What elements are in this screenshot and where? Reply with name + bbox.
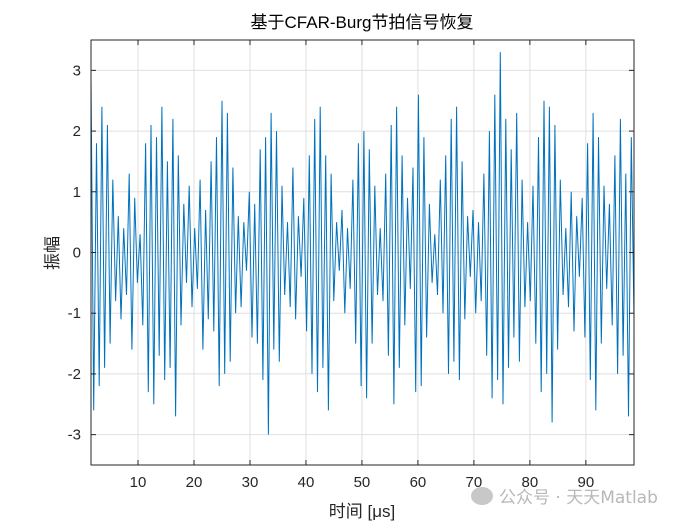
y-tick-label: 2 bbox=[73, 123, 81, 140]
x-tick-label: 90 bbox=[578, 474, 595, 491]
series bbox=[90, 52, 635, 435]
x-tick-label: 50 bbox=[354, 474, 371, 491]
x-axis-label: 时间 [μs] bbox=[329, 502, 395, 521]
grid bbox=[91, 40, 634, 465]
watermark-text: 公众号 · 天天Matlab bbox=[499, 488, 658, 508]
wechat-icon bbox=[471, 486, 493, 505]
x-tick-label: 20 bbox=[186, 474, 203, 491]
signal-line bbox=[90, 52, 635, 435]
y-axis-label: 振幅 bbox=[43, 236, 62, 270]
y-tick-label: -1 bbox=[68, 305, 81, 322]
x-tick-label: 10 bbox=[130, 474, 147, 491]
y-tick-label: -2 bbox=[68, 366, 81, 383]
y-tick-label: 3 bbox=[73, 62, 81, 79]
x-tick-label: 60 bbox=[410, 474, 427, 491]
x-tick-label: 80 bbox=[522, 474, 539, 491]
y-tick-label: -3 bbox=[68, 427, 81, 444]
y-tick-label: 0 bbox=[73, 245, 81, 262]
watermark: 公众号 · 天天Matlab bbox=[471, 483, 658, 508]
x-tick-label: 40 bbox=[298, 474, 315, 491]
chart-title: 基于CFAR-Burg节拍信号恢复 bbox=[251, 13, 474, 32]
x-tick-label: 30 bbox=[242, 474, 259, 491]
y-tick-label: 1 bbox=[73, 184, 81, 201]
